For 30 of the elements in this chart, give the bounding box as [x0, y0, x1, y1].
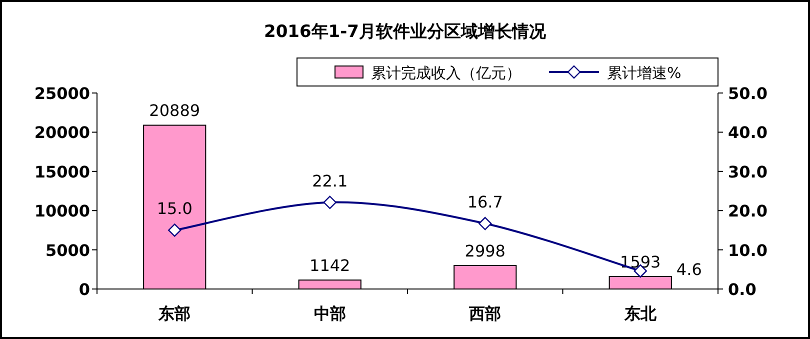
y-tick-label: 0	[78, 280, 90, 299]
y-tick-label: 25000	[34, 84, 90, 103]
data-label: 1142	[310, 256, 350, 276]
y-tick-label: 5000	[45, 240, 90, 260]
y2-tick-label: 0.0	[728, 280, 756, 299]
data-label: 22.1	[312, 171, 348, 190]
point	[168, 224, 182, 237]
y-tick-label: 15000	[34, 162, 90, 182]
y2-tick-label: 10.0	[728, 240, 768, 260]
y2-tick-label: 30.0	[728, 162, 768, 182]
y-tick-label: 10000	[34, 202, 90, 221]
legend-label: 累计完成收入（亿元）	[371, 64, 521, 82]
data-label: 2998	[464, 241, 506, 260]
data-label: 15.0	[156, 199, 192, 218]
x-tick-label: 东部	[158, 304, 191, 323]
data-label: 1593	[620, 252, 661, 272]
x-tick-label: 中部	[314, 304, 346, 323]
y-tick-label: 20000	[34, 123, 90, 142]
legend-label: 累计增速%	[607, 64, 682, 82]
chart-title: 2016年1-7月软件业分区域增长情况	[264, 22, 548, 42]
data-label: 4.6	[676, 260, 702, 279]
y2-tick-label: 50.0	[728, 84, 768, 103]
y2-tick-label: 20.0	[728, 202, 768, 221]
y2-tick-label: 40.0	[728, 123, 768, 142]
data-label: 16.7	[467, 192, 503, 212]
x-tick-label: 西部	[468, 304, 502, 323]
point	[323, 196, 336, 209]
point	[478, 216, 492, 230]
x-tick-label: 东北	[623, 304, 658, 323]
data-label: 20889	[149, 101, 200, 120]
